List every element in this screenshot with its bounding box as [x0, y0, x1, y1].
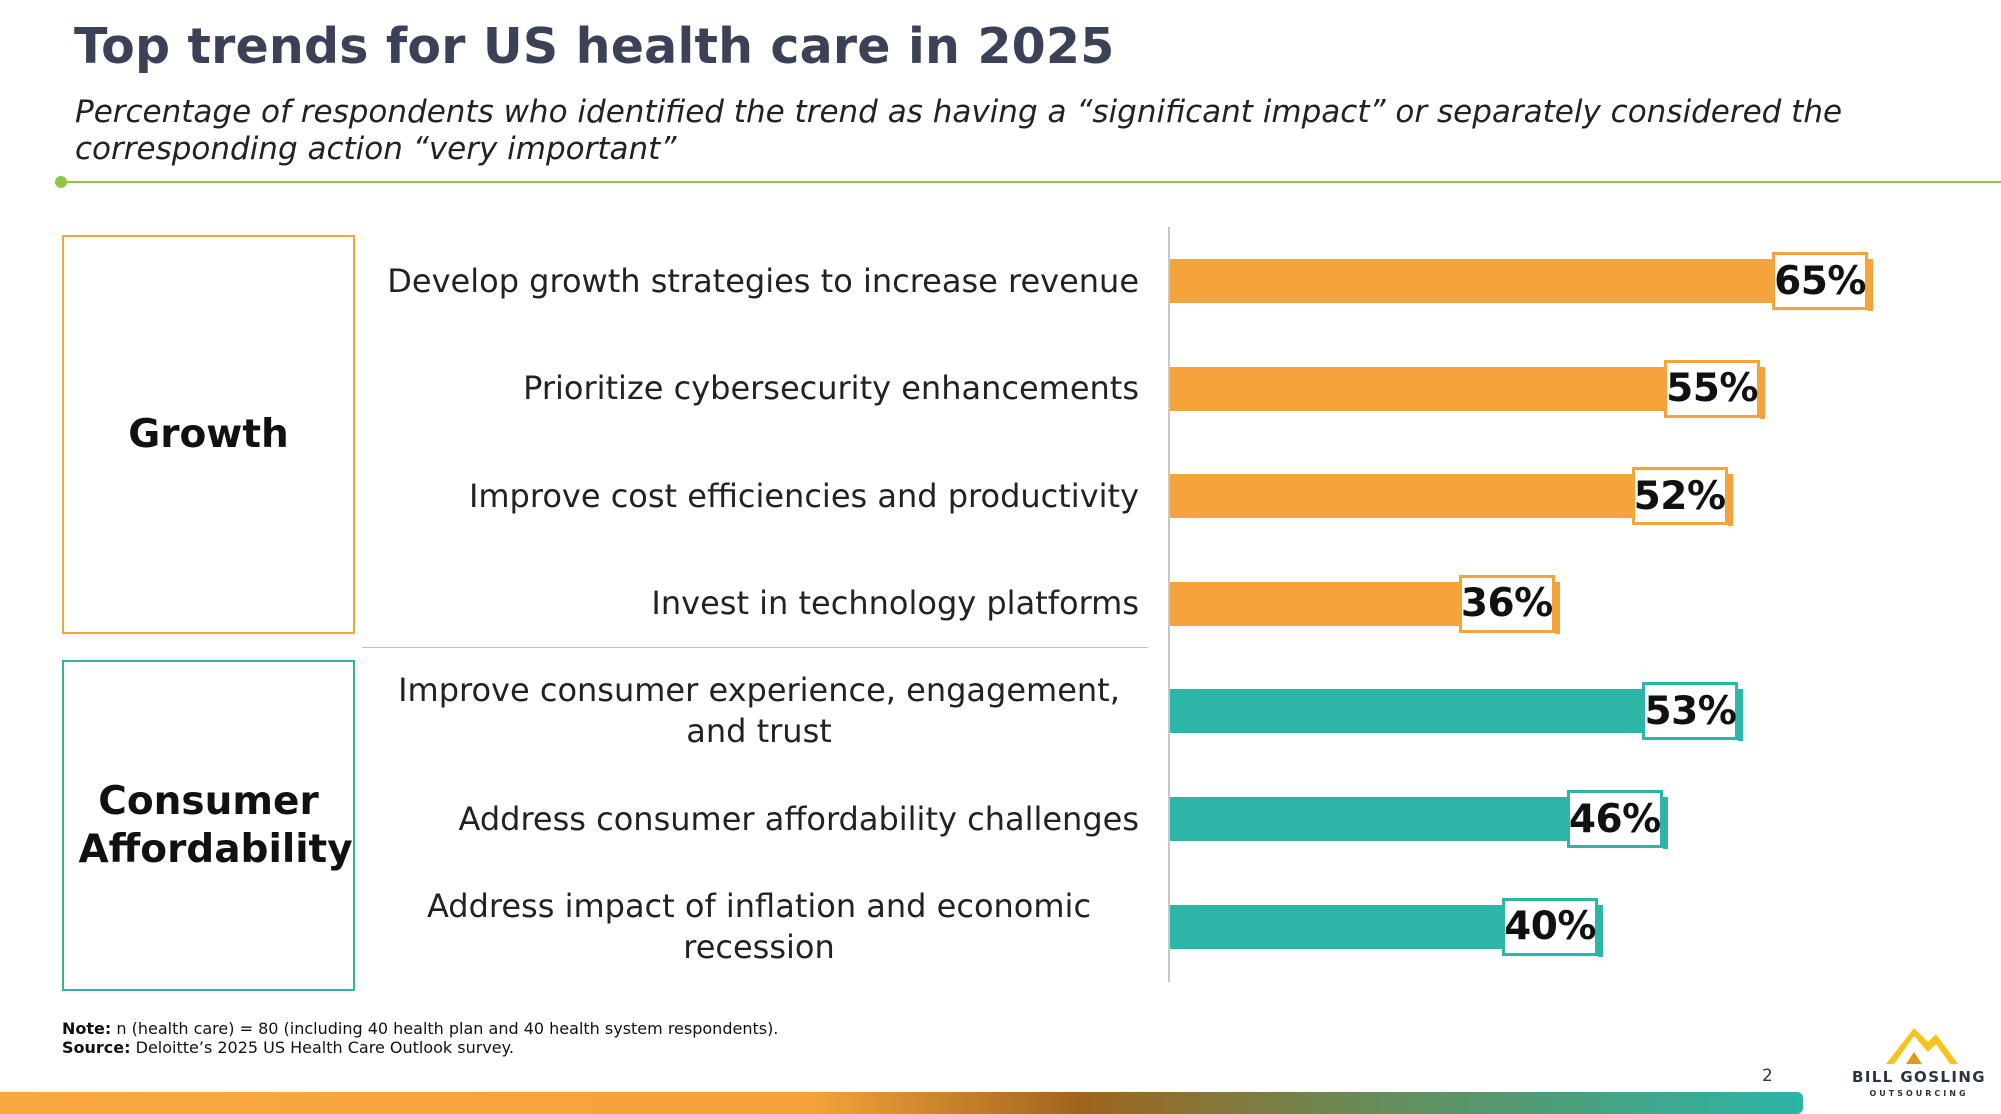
page-title: Top trends for US health care in 2025 — [74, 18, 1115, 75]
data-label: 40% — [1502, 897, 1603, 957]
logo-text-tagline: OUTSOURCING — [1869, 1089, 1969, 1098]
page-subtitle: Percentage of respondents who identified… — [75, 94, 1843, 167]
gradient-footer-bar — [0, 1092, 1803, 1114]
trend-label: Develop growth strategies to increase re… — [387, 261, 1139, 300]
chart-axis-line — [1168, 227, 1170, 982]
data-label: 46% — [1566, 790, 1668, 849]
source-line: Source: Deloitte’s 2025 US Health Care O… — [62, 1038, 778, 1057]
page-number: 2 — [1762, 1066, 1773, 1086]
company-logo: BILL GOSLING OUTSOURCING — [1846, 1020, 1992, 1100]
data-label: 65% — [1772, 252, 1873, 311]
trend-label: Address impact of inflation and economic… — [426, 886, 1092, 966]
category-growth-label: Growth — [128, 411, 289, 457]
category-consumer-label: Consumer Affordability — [78, 778, 353, 872]
footnotes: Note: n (health care) = 80 (including 40… — [62, 1019, 778, 1057]
data-label: 36% — [1458, 574, 1560, 634]
accent-rule — [60, 181, 2001, 183]
note-label: Note: — [62, 1019, 112, 1038]
trend-label: Improve consumer experience, engagement,… — [398, 671, 1120, 751]
data-label: 55% — [1664, 359, 1765, 419]
trend-label: Address consumer affordability challenge… — [458, 799, 1140, 838]
category-growth-box: Growth — [62, 235, 355, 634]
note-line: Note: n (health care) = 80 (including 40… — [62, 1019, 778, 1038]
category-consumer-box: Consumer Affordability — [62, 660, 355, 991]
trend-label: Improve cost efficiencies and productivi… — [468, 476, 1139, 515]
trend-label: Invest in technology platforms — [651, 584, 1139, 623]
data-label: 53% — [1642, 682, 1744, 742]
data-label: 52% — [1631, 467, 1733, 527]
logo-text-name: BILL GOSLING — [1851, 1068, 1987, 1086]
trend-label: Prioritize cybersecurity enhancements — [523, 369, 1139, 408]
source-text: Deloitte’s 2025 US Health Care Outlook s… — [135, 1038, 514, 1057]
logo-mountain-icon — [1886, 1028, 1958, 1064]
group-separator — [362, 647, 1148, 648]
source-label: Source: — [62, 1038, 131, 1057]
bar — [1170, 259, 1872, 303]
note-text: n (health care) = 80 (including 40 healt… — [116, 1019, 779, 1038]
